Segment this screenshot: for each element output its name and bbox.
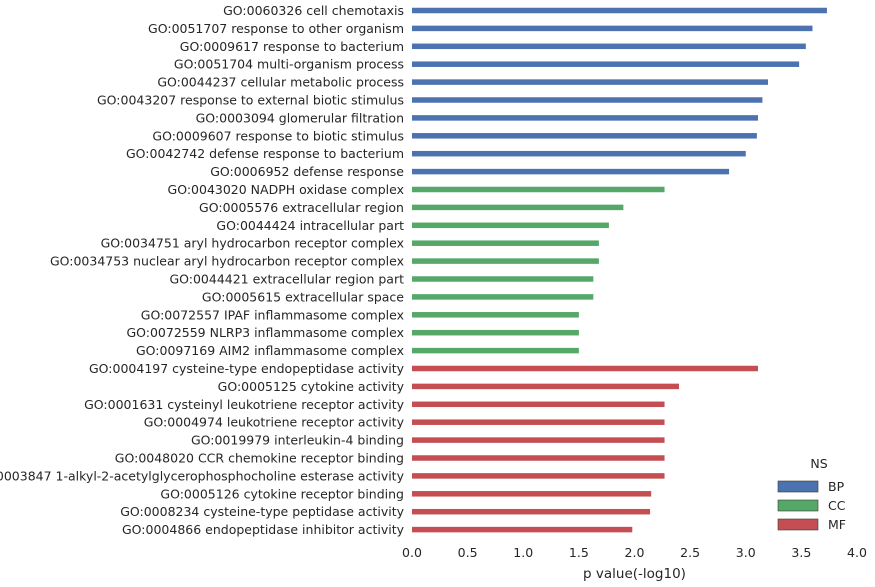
category-label: GO:0043020 NADPH oxidase complex — [168, 182, 404, 197]
category-label: GO:0005615 extracellular space — [202, 289, 404, 304]
x-tick-label: 4.0 — [847, 545, 867, 560]
bar-mf — [412, 437, 665, 443]
bar-bp — [412, 133, 757, 139]
legend-swatch-cc — [777, 499, 819, 512]
bar-cc — [412, 329, 579, 336]
x-axis-title: p value(-log10) — [583, 566, 686, 582]
category-label: GO:0005576 extracellular region — [199, 200, 404, 215]
category-label: GO:0009617 response to bacterium — [180, 39, 404, 54]
bar-bp — [412, 168, 730, 175]
category-label: GO:0042742 defense response to bacterium — [126, 146, 404, 161]
category-label: GO:0009607 response to biotic stimulus — [152, 128, 404, 143]
category-label: GO:0004197 cysteine-type endopeptidase a… — [89, 361, 405, 376]
category-label: GO:0003094 glomerular filtration — [196, 110, 404, 125]
legend-swatch-bp — [777, 480, 819, 493]
bar-bp — [412, 79, 768, 85]
legend: NS BP CC MF — [777, 456, 846, 532]
category-label: GO:0048020 CCR chemokine receptor bindin… — [115, 451, 404, 466]
x-tick-label: 0.5 — [458, 545, 478, 560]
category-label: GO:0005126 cytokine receptor binding — [160, 486, 404, 501]
category-label: GO:0008234 cysteine-type peptidase activ… — [120, 504, 404, 519]
category-label: GO:0051707 response to other organism — [148, 21, 404, 36]
bar-mf — [412, 365, 758, 372]
legend-swatch-mf — [777, 518, 819, 531]
category-label: GO:0019979 interleukin-4 binding — [191, 433, 404, 448]
x-tick-label: 1.5 — [569, 545, 589, 560]
x-tick-label: 3.0 — [736, 545, 756, 560]
bar-bp — [412, 43, 806, 50]
category-label: GO:0006952 defense response — [210, 164, 404, 179]
category-labels: GO:0060326 cell chemotaxis GO:0051707 res… — [0, 3, 405, 537]
category-label: GO:0044421 extracellular region part — [169, 272, 404, 287]
category-label: GO:0004974 leukotriene receptor activity — [144, 415, 405, 430]
x-tick-label: 2.0 — [625, 545, 645, 560]
x-tick-label: 3.5 — [791, 545, 811, 560]
category-label: GO:0060326 cell chemotaxis — [223, 3, 404, 18]
bar-cc — [412, 294, 594, 300]
bar-mf — [412, 401, 665, 408]
x-tick-label: 0.0 — [402, 545, 422, 560]
category-label: GO:0034753 nuclear aryl hydrocarbon rece… — [50, 254, 404, 269]
category-label: GO:0043207 response to external biotic s… — [97, 93, 404, 108]
category-label: GO:0003847 1-alkyl-2-acetylglycerophosph… — [0, 468, 405, 483]
category-label: GO:0001631 cysteinyl leukotriene recepto… — [84, 397, 404, 412]
x-tick-label: 1.0 — [513, 545, 533, 560]
legend-label: BP — [828, 479, 845, 494]
bar-mf — [412, 526, 633, 533]
category-label: GO:0051704 multi-organism process — [174, 57, 404, 72]
bar-cc — [412, 240, 599, 246]
bar-bp — [412, 7, 827, 14]
bar-mf — [412, 455, 665, 461]
legend-label: MF — [828, 517, 846, 532]
category-label: GO:0034751 aryl hydrocarbon receptor com… — [101, 236, 404, 251]
category-label: GO:0072559 NLRP3 inflammasome complex — [126, 325, 404, 340]
bar-mf — [412, 473, 665, 479]
bar-bp — [412, 115, 758, 121]
bar-bp — [412, 150, 746, 157]
category-label: GO:0004866 endopeptidase inhibitor activ… — [122, 522, 405, 537]
bar-cc — [412, 204, 624, 211]
category-label: GO:0097169 AIM2 inflammasome complex — [136, 343, 404, 358]
bar-cc — [412, 222, 609, 229]
bar-bp — [412, 61, 800, 67]
bar-bp — [412, 25, 813, 32]
x-tick-label: 2.5 — [680, 545, 700, 560]
bars-layer — [412, 7, 827, 533]
category-label: GO:0005125 cytokine activity — [218, 379, 405, 394]
bar-cc — [412, 347, 579, 354]
bar-bp — [412, 97, 763, 103]
bar-cc — [412, 312, 579, 318]
category-label: GO:0044424 intracellular part — [216, 218, 404, 233]
category-label: GO:0072557 IPAF inflammasome complex — [141, 307, 404, 322]
bar-cc — [412, 276, 594, 282]
bar-mf — [412, 383, 679, 390]
legend-title: NS — [810, 456, 827, 471]
legend-label: CC — [828, 498, 846, 513]
category-label: GO:0044237 cellular metabolic process — [157, 75, 404, 90]
bar-mf — [412, 419, 665, 425]
bar-cc — [412, 186, 665, 193]
x-axis: 0.0 0.5 1.0 1.5 2.0 2.5 3.0 3.5 4.0 — [402, 545, 867, 560]
bar-mf — [412, 491, 652, 497]
bar-mf — [412, 508, 651, 515]
bar-cc — [412, 258, 599, 264]
